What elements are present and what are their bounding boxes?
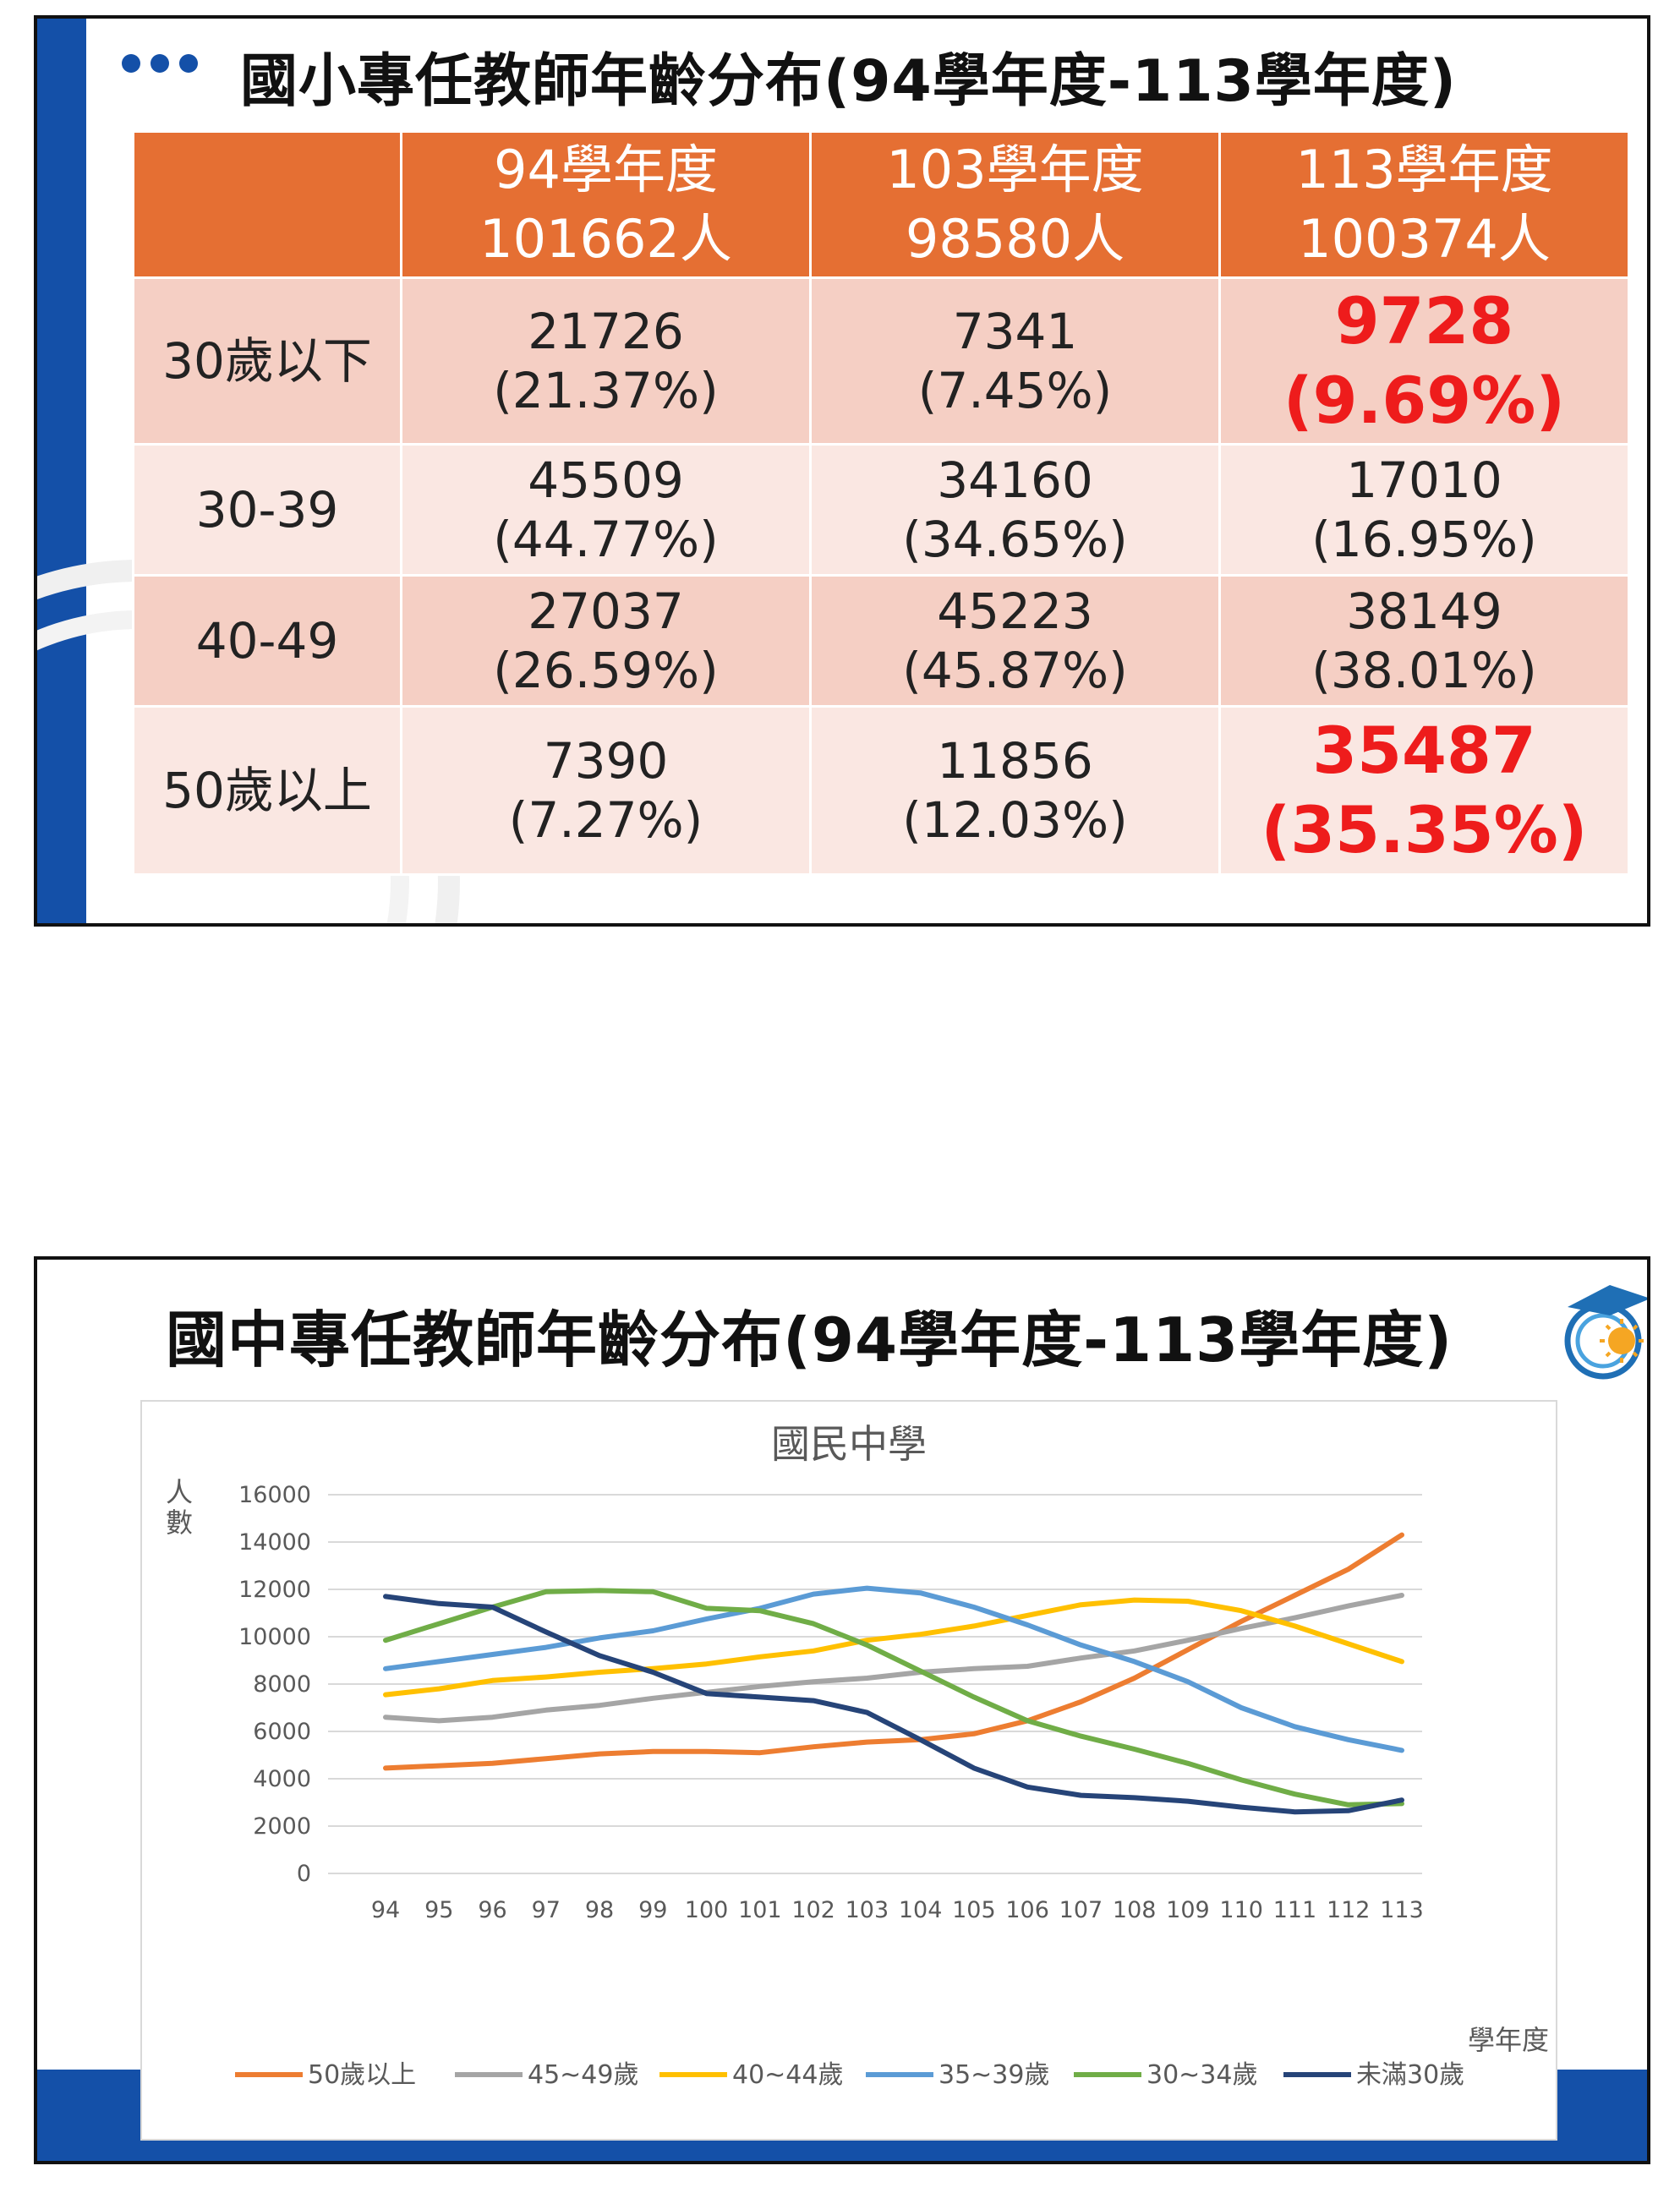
legend-item: 50歲以上 — [235, 2060, 416, 2090]
legend-label: 35~39歲 — [939, 2060, 1049, 2090]
header-total: 100374人 — [1298, 208, 1551, 270]
row-label: 50歲以上 — [132, 705, 402, 876]
x-tick-label: 105 — [952, 1897, 996, 1923]
legend-label: 50歲以上 — [308, 2060, 416, 2090]
x-tick-label: 110 — [1219, 1897, 1263, 1923]
row-label: 30歲以下 — [132, 276, 402, 446]
legend-item: 30~34歲 — [1074, 2060, 1257, 2090]
table-cell: 38149 (38.01%) — [1218, 574, 1630, 708]
table-header-row: 94學年度 101662人 103學年度 98580人 113學年度 10037… — [132, 130, 1630, 279]
header-cell-empty — [132, 130, 402, 279]
x-tick-label: 109 — [1166, 1897, 1210, 1923]
x-tick-label: 112 — [1327, 1897, 1371, 1923]
y-tick-label: 10000 — [238, 1624, 311, 1650]
x-tick-label: 102 — [791, 1897, 835, 1923]
table-cell: 21726 (21.37%) — [400, 276, 812, 446]
x-tick-label: 100 — [685, 1897, 729, 1923]
slide-title: 國小專任教師年齡分布(94學年度-113學年度) — [240, 48, 1457, 115]
header-total: 98580人 — [905, 208, 1125, 270]
legend-item: 35~39歲 — [866, 2060, 1049, 2090]
y-tick-label: 6000 — [253, 1719, 311, 1745]
x-tick-label: 113 — [1380, 1897, 1424, 1923]
education-logo-icon — [1564, 1285, 1647, 1380]
legend-label: 45~49歲 — [528, 2060, 638, 2090]
bullet-dots-icon — [122, 54, 198, 73]
x-tick-label: 101 — [738, 1897, 782, 1923]
series-line — [383, 1532, 1404, 1771]
x-tick-label: 94 — [371, 1897, 400, 1923]
line-chart: 國民中學 人數 學年度 0 2000 4000 6000 8000 10000 12000 1… — [166, 1421, 1549, 2090]
x-tick-label: 97 — [532, 1897, 561, 1923]
header-cell-103: 103學年度 98580人 — [809, 130, 1221, 279]
series-line — [383, 1585, 1404, 1753]
x-tick-label: 95 — [424, 1897, 453, 1923]
table-cell: 11856 (12.03%) — [809, 705, 1221, 876]
table-row: 40-49 27037 (26.59%) 45223 (45.87%) 38149(… — [132, 574, 1630, 708]
table-cell-highlight: 35487 (35.35%) — [1218, 705, 1630, 876]
legend-label: 40~44歲 — [732, 2060, 843, 2090]
legend-item: 未滿30歲 — [1283, 2060, 1464, 2090]
slide-title: 國中專任教師年齡分布(94學年度-113學年度) — [166, 1304, 1453, 1375]
x-tick-label: 111 — [1273, 1897, 1317, 1923]
table-cell-highlight: 9728 (9.69%) — [1218, 276, 1630, 446]
header-total: 101662人 — [479, 208, 732, 270]
header-cell-94: 94學年度 101662人 — [400, 130, 812, 279]
series-line — [383, 1597, 1404, 1698]
y-tick-label: 2000 — [253, 1813, 311, 1840]
y-axis-label-char: 人 — [166, 1476, 193, 1508]
y-tick-label: 14000 — [238, 1529, 311, 1556]
x-tick-label: 98 — [585, 1897, 614, 1923]
table-cell: 45509 (44.77%) — [400, 443, 812, 577]
elementary-slide: 國小專任教師年齡分布(94學年度-113學年度) 94學年度 101662人 1… — [34, 15, 1650, 927]
y-tick-label: 12000 — [238, 1577, 311, 1603]
x-axis-label: 學年度 — [1468, 2024, 1549, 2056]
x-tick-label: 96 — [478, 1897, 506, 1923]
x-tick-label: 107 — [1059, 1897, 1103, 1923]
legend-item: 40~44歲 — [659, 2060, 843, 2090]
table-cell: 34160 (34.65%) — [809, 443, 1221, 577]
legend-label: 未滿30歲 — [1356, 2060, 1464, 2090]
table-cell: 17010 (16.95%) — [1218, 443, 1630, 577]
junior-high-slide: 國中專任教師年齡分布(94學年度-113學年度) 國民中學 人數 學年度 0 20… — [34, 1256, 1650, 2164]
table-cell: 45223 (45.87%) — [809, 574, 1221, 708]
y-tick-label: 0 — [297, 1861, 311, 1887]
table-row: 30歲以下 21726 (21.37%) 7341 (7.45%) 9728 (9.6… — [132, 276, 1630, 446]
y-tick-label: 4000 — [253, 1766, 311, 1792]
age-distribution-table: 94學年度 101662人 103學年度 98580人 113學年度 10037… — [132, 130, 1630, 876]
y-axis-label-char: 數 — [166, 1507, 193, 1539]
row-label: 30-39 — [132, 443, 402, 577]
table-cell: 7341 (7.45%) — [809, 276, 1221, 446]
y-axis-label: 人數 — [166, 1476, 193, 1539]
x-tick-label: 106 — [1005, 1897, 1049, 1923]
row-label: 40-49 — [132, 574, 402, 708]
series-line — [383, 1593, 1404, 1724]
chart-title: 國民中學 — [771, 1421, 927, 1467]
y-tick-label: 8000 — [253, 1671, 311, 1698]
series-line — [383, 1594, 1404, 1815]
header-year: 103學年度 — [886, 139, 1144, 200]
table-row: 50歲以上 7390 (7.27%) 11856 (12.03%) 35487 (35… — [132, 705, 1630, 876]
legend-item: 45~49歲 — [455, 2060, 638, 2090]
header-year: 113學年度 — [1295, 139, 1553, 200]
x-tick-label: 108 — [1113, 1897, 1157, 1923]
line-chart-panel: 國民中學 人數 學年度 0 2000 4000 6000 8000 10000 12000 1… — [140, 1400, 1557, 2141]
y-tick-label: 16000 — [238, 1482, 311, 1508]
x-tick-label: 104 — [899, 1897, 943, 1923]
header-cell-113: 113學年度 100374人 — [1218, 130, 1630, 279]
table-row: 30-39 45509 (44.77%) 34160 (34.65%) 17010(… — [132, 443, 1630, 577]
x-tick-label: 99 — [638, 1897, 667, 1923]
x-tick-label: 103 — [845, 1897, 889, 1923]
header-year: 94學年度 — [494, 139, 718, 200]
series-line — [383, 1588, 1404, 1807]
table-cell: 27037 (26.59%) — [400, 574, 812, 708]
legend-label: 30~34歲 — [1146, 2060, 1257, 2090]
table-cell: 7390 (7.27%) — [400, 705, 812, 876]
